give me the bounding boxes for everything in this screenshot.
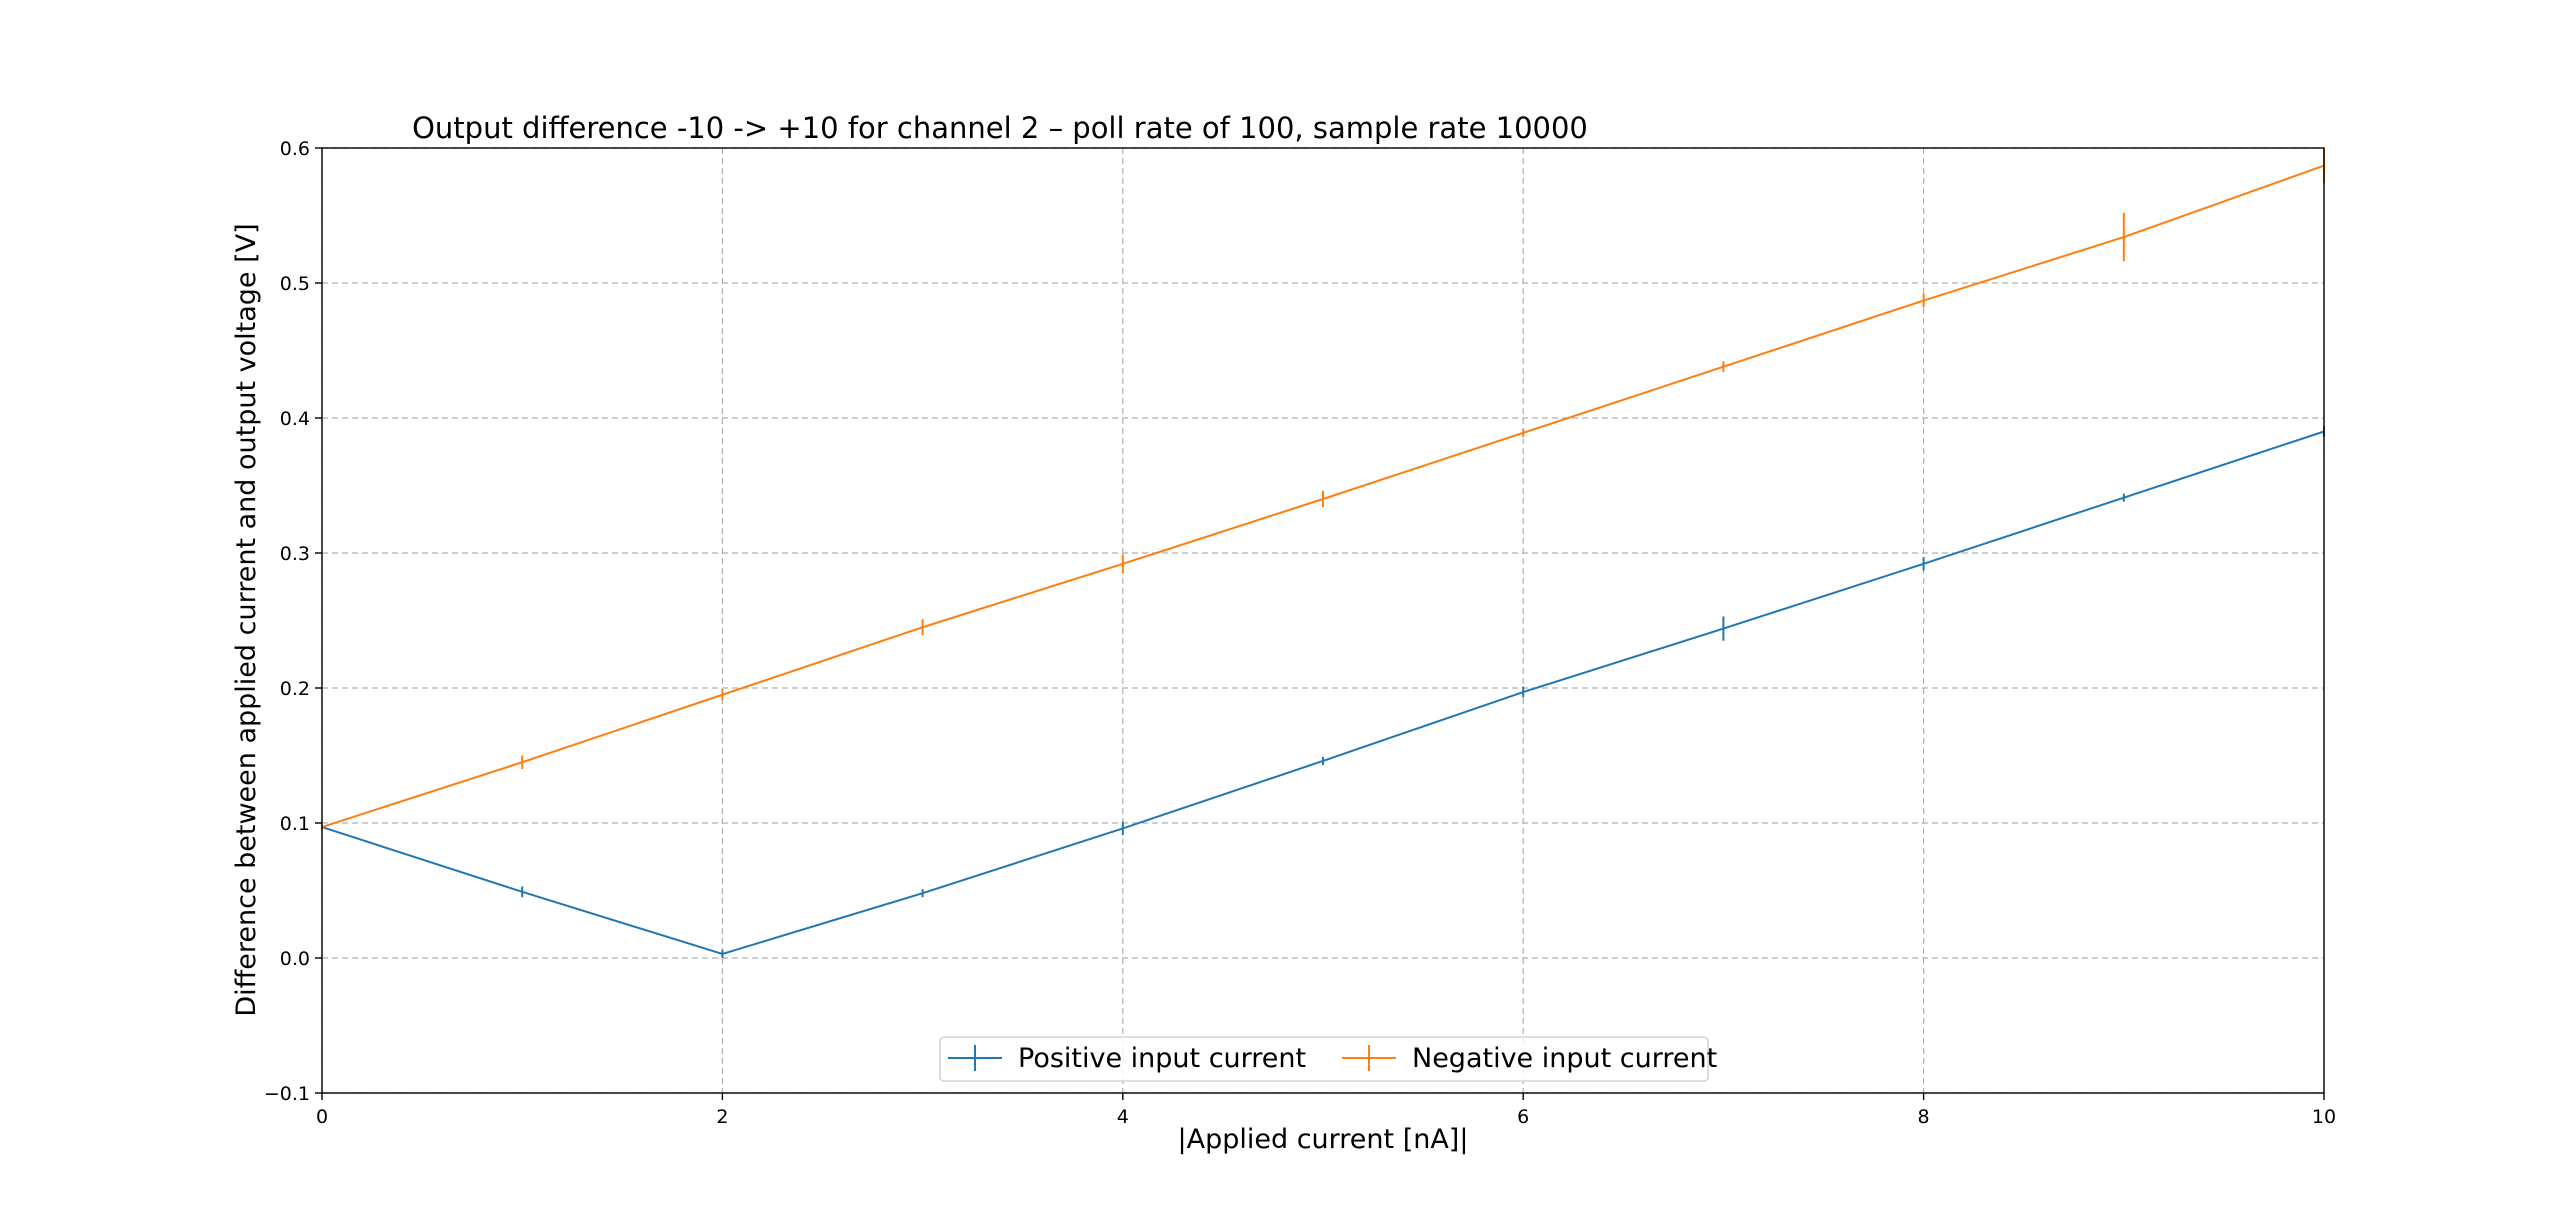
legend-entry-positive: Positive input current <box>948 1043 1306 1074</box>
x-axis-ticks: 0 2 4 6 8 10 <box>316 1093 2336 1128</box>
x-tick-label: 10 <box>2312 1106 2336 1128</box>
x-tick-label: 0 <box>316 1106 328 1128</box>
x-tick-label: 8 <box>1918 1106 1930 1128</box>
legend-label-positive: Positive input current <box>1018 1043 1306 1074</box>
legend-box <box>939 1036 1709 1082</box>
y-tick-label: 0.3 <box>280 543 310 565</box>
y-tick-label: 0.0 <box>280 948 310 970</box>
legend: Positive input current Negative input cu… <box>939 1036 1717 1082</box>
y-tick-label: 0.1 <box>280 813 310 835</box>
series-positive <box>321 426 2325 958</box>
legend-entry-negative: Negative input current <box>1342 1043 1717 1074</box>
x-tick-label: 6 <box>1517 1106 1529 1128</box>
legend-label-negative: Negative input current <box>1412 1043 1717 1074</box>
chart-title: Output difference -10 -> +10 for channel… <box>412 111 1588 145</box>
y-tick-label: 0.2 <box>280 678 310 700</box>
plot-frame <box>321 147 2325 1094</box>
series-line <box>321 430 2325 955</box>
y-tick-label: 0.4 <box>280 408 310 430</box>
x-axis-label: |Applied current [nA]| <box>1178 1124 1469 1155</box>
y-axis-label: Difference between applied current and o… <box>231 223 262 1016</box>
y-tick-label: 0.6 <box>280 138 310 160</box>
series-negative <box>321 148 2325 830</box>
x-tick-label: 4 <box>1117 1106 1129 1128</box>
y-axis-ticks: −0.1 0.0 0.1 0.2 0.3 0.4 0.5 0.6 <box>264 138 322 1105</box>
y-tick-label: −0.1 <box>264 1083 310 1105</box>
x-tick-label: 2 <box>716 1106 728 1128</box>
grid-lines <box>321 147 2325 1094</box>
y-tick-label: 0.5 <box>280 273 310 295</box>
